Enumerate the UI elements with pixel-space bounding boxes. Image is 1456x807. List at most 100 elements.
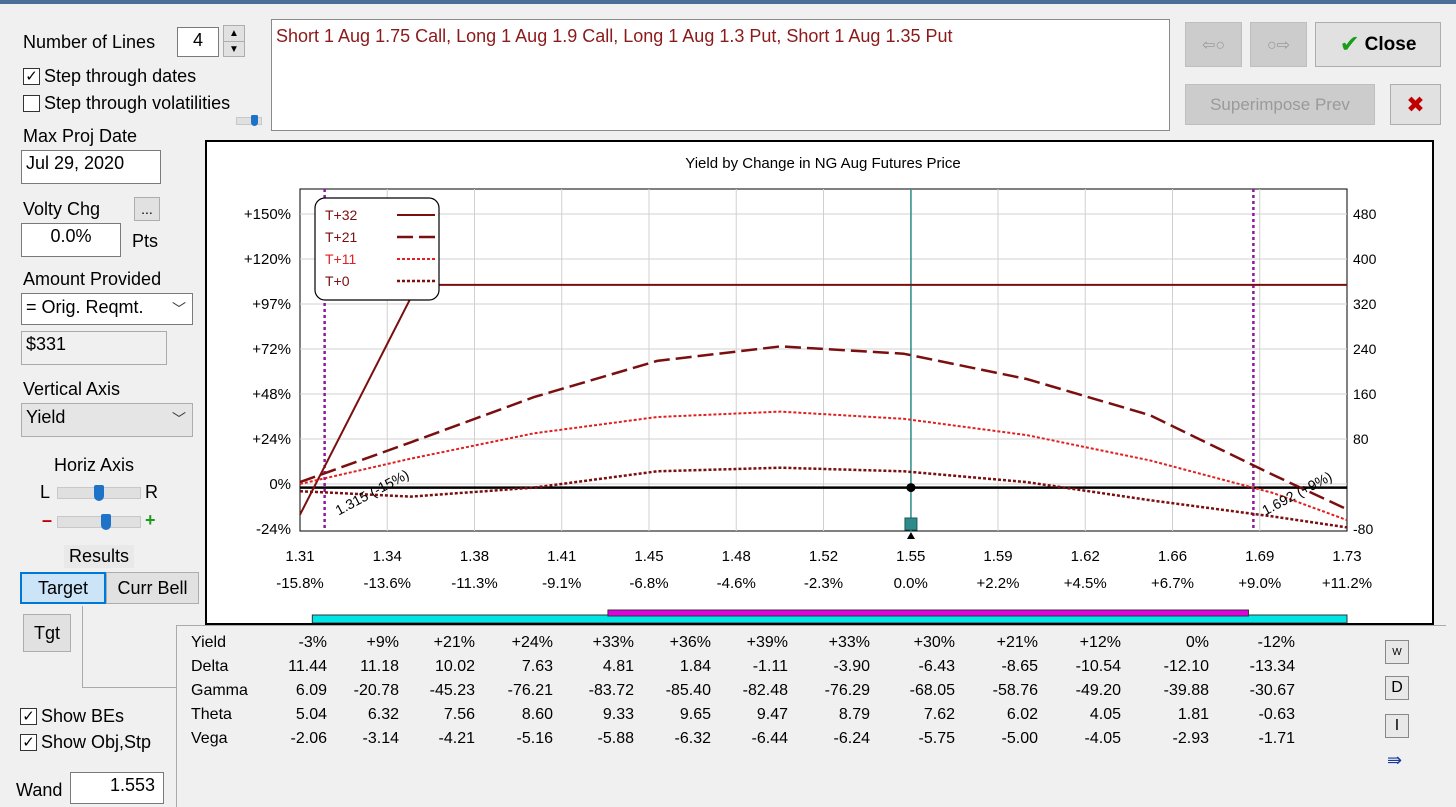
x-pct-tick-label: -9.1% bbox=[542, 575, 581, 592]
cancel-x-icon[interactable]: ✖ bbox=[1390, 84, 1441, 125]
greek-cell: 6.02 bbox=[1006, 706, 1038, 723]
chevron-down-icon: ﹀ bbox=[172, 301, 186, 317]
greek-cell: -1.71 bbox=[1258, 730, 1295, 747]
horiz-l-label: L bbox=[40, 482, 51, 502]
number-of-lines-label: Number of Lines bbox=[23, 32, 156, 52]
greek-cell: 7.56 bbox=[443, 706, 475, 723]
side-button-w[interactable]: W bbox=[1385, 640, 1409, 664]
superimpose-prev-button[interactable]: Superimpose Prev bbox=[1185, 84, 1375, 125]
number-of-lines-input[interactable]: 4 bbox=[177, 27, 219, 57]
tgt-button[interactable]: Tgt bbox=[23, 614, 71, 652]
chart-panel[interactable]: Yield by Change in NG Aug Futures Price … bbox=[205, 140, 1434, 625]
x-pct-tick-label: -2.3% bbox=[804, 575, 843, 592]
step-dates-label: Step through dates bbox=[44, 66, 197, 86]
step-dates-checkbox[interactable]: ✓ Step through dates bbox=[23, 66, 196, 87]
side-button-d[interactable]: D bbox=[1385, 676, 1409, 700]
greek-cell: 11.44 bbox=[288, 658, 327, 675]
x-tick-label: 1.55 bbox=[896, 548, 925, 565]
slider-thumb[interactable] bbox=[250, 115, 258, 126]
x-pct-tick-label: -6.8% bbox=[629, 575, 668, 592]
greeks-table: Yield -3% +9% +21% +24% +33% +36% +39% +33% +30% +… bbox=[176, 625, 1446, 807]
x-tick-label: 1.66 bbox=[1158, 548, 1187, 565]
greek-cell: +21% bbox=[433, 634, 475, 651]
show-bes-checkbox[interactable]: ✓ Show BEs bbox=[20, 706, 124, 727]
legend-box bbox=[314, 197, 440, 301]
chart-title: Yield by Change in NG Aug Futures Price bbox=[685, 155, 960, 172]
window-top-strip bbox=[0, 0, 1456, 4]
x-pct-tick-label: +9.0% bbox=[1238, 575, 1281, 592]
greek-cell: 7.63 bbox=[521, 658, 553, 675]
show-obj-checkbox[interactable]: ✓ Show Obj,Stp bbox=[20, 732, 151, 753]
next-arrow-button[interactable]: ○⇨ bbox=[1250, 22, 1307, 67]
zoom-slider[interactable] bbox=[57, 514, 141, 530]
greek-cell: 9.33 bbox=[602, 706, 634, 723]
series-line-Tplus11 bbox=[299, 410, 1348, 522]
prev-arrow-button[interactable]: ⇦○ bbox=[1185, 22, 1242, 67]
number-of-lines-spinner[interactable]: ▲ ▼ bbox=[223, 25, 245, 57]
show-bes-label: Show BEs bbox=[41, 706, 125, 726]
side-button-i[interactable]: I bbox=[1385, 714, 1409, 738]
greek-cell: -4.21 bbox=[438, 730, 475, 747]
y-left-tick-label: +120% bbox=[244, 251, 291, 268]
greek-cell: 4.05 bbox=[1089, 706, 1121, 723]
greek-cell: -12.10 bbox=[1163, 658, 1209, 675]
slider-thumb[interactable] bbox=[101, 514, 112, 530]
greek-row-label: Theta bbox=[191, 706, 232, 723]
tab-curr-bell[interactable]: Curr Bell bbox=[106, 572, 199, 604]
legend-label: T+21 bbox=[325, 229, 358, 245]
greek-cell: -45.23 bbox=[429, 682, 475, 699]
x-tick-label: 1.52 bbox=[809, 548, 838, 565]
step-vols-checkbox[interactable]: Step through volatilities bbox=[23, 93, 230, 114]
vertical-axis-select[interactable]: Yield ﹀ bbox=[21, 403, 193, 437]
tab-target[interactable]: Target bbox=[20, 572, 106, 604]
results-pane bbox=[82, 606, 177, 688]
greek-cell: -6.32 bbox=[674, 730, 711, 747]
greek-cell: 9.47 bbox=[756, 706, 788, 723]
step-vols-label: Step through volatilities bbox=[44, 93, 231, 113]
x-tick-label: 1.73 bbox=[1332, 548, 1361, 565]
x-pct-tick-label: +6.7% bbox=[1151, 575, 1194, 592]
strategy-description[interactable]: Short 1 Aug 1.75 Call, Long 1 Aug 1.9 Ca… bbox=[271, 19, 1170, 131]
checkbox-icon[interactable]: ✓ bbox=[20, 708, 37, 725]
zoom-plus-label: + bbox=[145, 510, 156, 530]
checkbox-icon[interactable] bbox=[23, 95, 40, 112]
horiz-r-label: R bbox=[145, 482, 158, 502]
greek-cell: 9.65 bbox=[679, 706, 711, 723]
max-proj-date-input[interactable]: Jul 29, 2020 bbox=[21, 150, 161, 184]
horiz-axis-slider[interactable] bbox=[57, 485, 141, 501]
amount-value-field: $331 bbox=[21, 331, 167, 365]
checkbox-icon[interactable]: ✓ bbox=[20, 734, 37, 751]
amount-provided-value: = Orig. Reqmt. bbox=[26, 297, 144, 317]
greek-cell: -5.00 bbox=[1001, 730, 1038, 747]
y-left-tick-label: 0% bbox=[269, 476, 291, 493]
greek-cell: -3% bbox=[298, 634, 327, 651]
volty-more-button[interactable]: ... bbox=[134, 197, 160, 221]
x-tick-label: 1.34 bbox=[373, 548, 402, 565]
greek-cell: -76.21 bbox=[507, 682, 553, 699]
yield-chart[interactable]: Yield by Change in NG Aug Futures Price … bbox=[207, 142, 1432, 623]
x-pct-tick-label: +11.2% bbox=[1322, 575, 1372, 592]
greek-cell: -5.16 bbox=[516, 730, 553, 747]
greek-cell: 11.18 bbox=[360, 658, 399, 675]
volty-unit-label: Pts bbox=[132, 231, 159, 251]
x-pct-tick-label: -4.6% bbox=[717, 575, 756, 592]
greek-cell: +12% bbox=[1079, 634, 1121, 651]
export-icon[interactable]: ⇛ bbox=[1387, 750, 1403, 770]
close-button[interactable]: ✔ Close bbox=[1315, 22, 1441, 67]
volty-chg-input[interactable]: 0.0% bbox=[21, 223, 121, 257]
x-tick-label: 1.38 bbox=[460, 548, 489, 565]
slider-thumb[interactable] bbox=[94, 485, 104, 501]
spin-up-icon[interactable]: ▲ bbox=[229, 28, 239, 39]
chevron-down-icon: ﹀ bbox=[172, 411, 186, 427]
volty-chg-label: Volty Chg bbox=[23, 199, 101, 219]
amount-provided-select[interactable]: = Orig. Reqmt. ﹀ bbox=[21, 293, 193, 325]
greek-cell: -3.14 bbox=[362, 730, 399, 747]
spin-down-icon[interactable]: ▼ bbox=[224, 41, 244, 56]
greek-cell: -83.72 bbox=[588, 682, 634, 699]
y-left-tick-label: +150% bbox=[244, 206, 291, 223]
amount-provided-label: Amount Provided bbox=[23, 269, 162, 289]
range-bar-magenta bbox=[607, 609, 1249, 617]
wand-input[interactable]: 1.553 bbox=[70, 772, 164, 804]
checkbox-icon[interactable]: ✓ bbox=[23, 68, 40, 85]
vol-step-slider[interactable] bbox=[236, 115, 262, 126]
